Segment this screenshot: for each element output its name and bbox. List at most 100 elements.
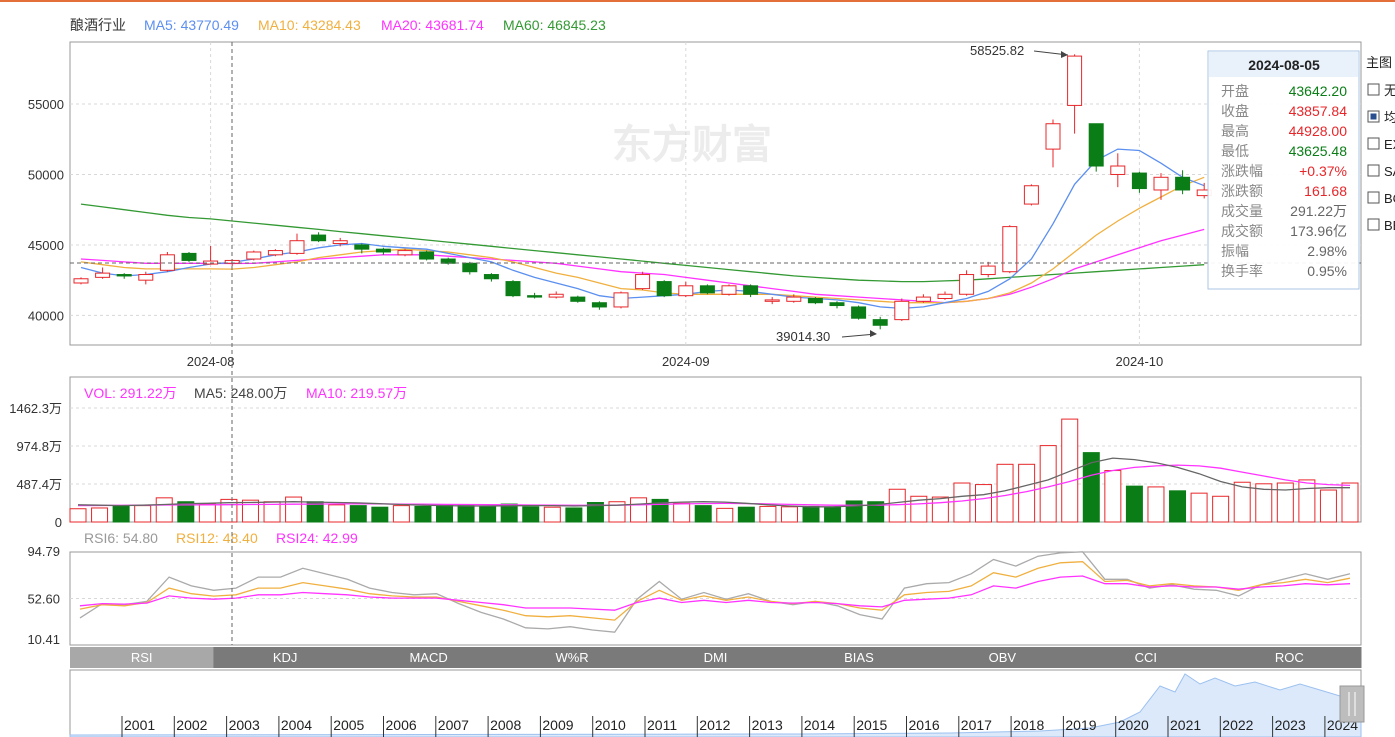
side-panel: 主图 无均 EX SA BC BB — [1366, 55, 1395, 233]
tab-background[interactable] — [70, 647, 214, 668]
candle-body — [73, 278, 89, 284]
price-tick-label: 55000 — [28, 97, 64, 112]
side-option[interactable]: SA — [1367, 164, 1395, 179]
candle — [138, 271, 154, 285]
candle-body — [959, 274, 975, 295]
side-option[interactable]: EX — [1367, 137, 1395, 152]
date-tick-label: 2024-09 — [662, 354, 710, 369]
tab-label[interactable]: OBV — [989, 650, 1017, 665]
candle-body — [591, 302, 607, 308]
annotation-low: 39014.30 — [776, 329, 830, 344]
volume-bar — [1298, 479, 1316, 523]
candle — [1023, 184, 1039, 206]
tooltip-row: 成交额 173.96亿 — [1221, 223, 1347, 239]
tab-dmi[interactable]: DMI — [643, 647, 788, 668]
candle — [116, 273, 132, 279]
volume-bar — [522, 506, 540, 523]
side-option[interactable]: BC — [1367, 191, 1395, 206]
volume-bar — [780, 506, 798, 523]
candle — [548, 291, 564, 299]
candle-body — [311, 234, 327, 242]
volume-bar — [177, 501, 195, 523]
candle — [483, 273, 499, 282]
tab-label[interactable]: DMI — [704, 650, 728, 665]
side-option[interactable]: 无 — [1367, 83, 1395, 98]
tab-obv[interactable]: OBV — [930, 647, 1075, 668]
tooltip-row-value: 291.22万 — [1290, 203, 1347, 219]
navigator-year-label: 2004 — [281, 717, 312, 733]
side-option-label[interactable]: BB — [1384, 218, 1395, 233]
candle — [915, 294, 931, 303]
tooltip-row-label: 开盘 — [1221, 83, 1249, 99]
tab-label[interactable]: ROC — [1275, 650, 1304, 665]
candle-body — [980, 265, 996, 276]
volume-bar — [974, 484, 992, 523]
tab-roc[interactable]: ROC — [1217, 647, 1362, 668]
tab-label[interactable]: BIAS — [844, 650, 874, 665]
side-option-checkbox[interactable] — [1367, 218, 1380, 231]
candle — [959, 270, 975, 296]
tab-background[interactable] — [930, 647, 1075, 668]
tab-label[interactable]: W%R — [555, 650, 588, 665]
tab-label[interactable]: MACD — [409, 650, 447, 665]
tab-macd[interactable]: MACD — [356, 647, 501, 668]
tooltip-rows: 开盘 43642.20 收盘 43857.84 最高 44928.00 最低 43625.48… — [1221, 83, 1347, 279]
candle-body — [289, 240, 305, 254]
navigator-year-label: 2013 — [752, 717, 783, 733]
candle — [786, 294, 802, 303]
candle-body — [1067, 55, 1083, 106]
tooltip-row-value: 43625.48 — [1289, 143, 1348, 159]
candle-body — [894, 300, 910, 321]
candle-body — [354, 244, 370, 250]
volume-tick-label: 0 — [55, 515, 62, 530]
side-option[interactable]: 均 — [1367, 110, 1395, 125]
navigator-year-label: 2019 — [1065, 717, 1096, 733]
side-option-checkbox[interactable] — [1367, 83, 1380, 96]
volume-bar — [392, 505, 410, 523]
side-option[interactable]: BB — [1367, 218, 1395, 233]
tab-bias[interactable]: BIAS — [787, 647, 932, 668]
tab-background[interactable] — [787, 647, 932, 668]
volume-bar — [500, 503, 518, 523]
tab-background[interactable] — [643, 647, 788, 668]
tab-background[interactable] — [1074, 647, 1219, 668]
candle — [159, 251, 175, 272]
navigator-handle[interactable] — [1339, 685, 1365, 723]
candle-body — [95, 272, 111, 278]
tooltip-row: 换手率 0.95% — [1221, 263, 1347, 279]
candle-body — [699, 285, 715, 294]
side-option-label[interactable]: BC — [1384, 191, 1395, 206]
side-option-label[interactable]: 无 — [1384, 83, 1395, 98]
navigator-year-label: 2014 — [804, 717, 835, 733]
tab-background[interactable] — [356, 647, 501, 668]
tab-rsi[interactable]: RSI — [70, 647, 214, 668]
side-option-checkbox[interactable] — [1367, 137, 1380, 150]
tooltip-row-value: 44928.00 — [1289, 123, 1348, 139]
side-option-checkbox[interactable] — [1367, 164, 1380, 177]
navigator-year-label: 2001 — [124, 717, 155, 733]
volume-tick-label: 487.4万 — [16, 477, 62, 492]
tab-background[interactable] — [1217, 647, 1362, 668]
tab-cci[interactable]: CCI — [1074, 647, 1219, 668]
tooltip-row: 开盘 43642.20 — [1221, 83, 1347, 99]
tab-kdj[interactable]: KDJ — [213, 647, 358, 668]
candle-body — [1002, 226, 1018, 273]
tab-label[interactable]: RSI — [131, 650, 153, 665]
tab-background[interactable] — [500, 647, 645, 668]
candle — [73, 277, 89, 285]
volume-bar — [759, 505, 777, 523]
side-option-label[interactable]: 均 — [1384, 110, 1395, 125]
candle — [656, 280, 672, 298]
tooltip-box — [1207, 50, 1360, 290]
volume-bar — [565, 507, 583, 523]
tab-background[interactable] — [213, 647, 358, 668]
side-option-label[interactable]: SA — [1384, 164, 1395, 179]
side-option-label[interactable]: EX — [1384, 137, 1395, 152]
tooltip-date: 2024-08-05 — [1248, 57, 1320, 73]
tab-wr[interactable]: W%R — [500, 647, 645, 668]
tab-label[interactable]: CCI — [1135, 650, 1157, 665]
tooltip-row: 最高 44928.00 — [1221, 123, 1347, 139]
tab-label[interactable]: KDJ — [273, 650, 298, 665]
side-option-checkbox[interactable] — [1367, 191, 1380, 204]
navigator-year-label: 2017 — [961, 717, 992, 733]
